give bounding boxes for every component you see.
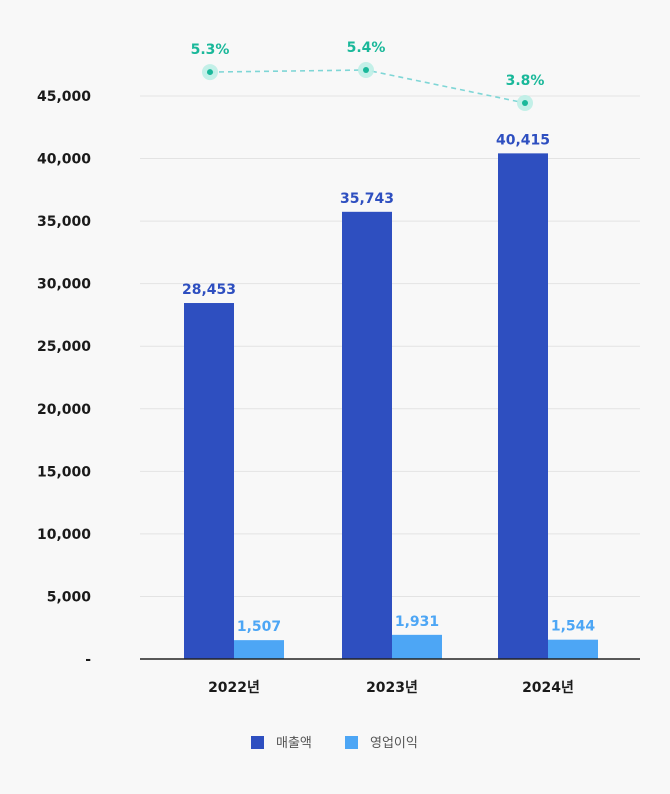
y-tick-label: - [85, 652, 91, 668]
margin-value-label: 5.4% [347, 40, 386, 56]
margin-point [522, 100, 528, 106]
margin-value-label: 5.3% [191, 42, 230, 58]
y-tick-label: 35,000 [37, 214, 91, 230]
y-tick-label: 5,000 [47, 589, 92, 605]
legend-label: 매출액 [276, 736, 312, 751]
y-tick-label: 10,000 [37, 527, 91, 543]
x-tick-label: 2024년 [522, 680, 574, 696]
y-tick-label: 25,000 [37, 339, 91, 355]
y-tick-label: 45,000 [37, 89, 91, 105]
y-tick-label: 40,000 [37, 152, 91, 168]
bar-value-label: 40,415 [496, 132, 550, 148]
legend-swatch [251, 736, 264, 749]
bar-revenue [184, 303, 234, 659]
margin-point [363, 67, 369, 73]
margin-value-label: 3.8% [506, 73, 545, 89]
y-tick-label: 15,000 [37, 464, 91, 480]
bar-value-label: 35,743 [340, 191, 394, 207]
margin-point [207, 69, 213, 76]
bar-operating-profit [234, 640, 284, 659]
y-tick-label: 30,000 [37, 277, 91, 293]
bar-revenue [498, 153, 548, 659]
bar-operating-profit [548, 639, 598, 659]
x-tick-label: 2023년 [366, 680, 418, 696]
bar-value-label: 1,931 [395, 614, 439, 630]
legend-label: 영업이익 [370, 736, 418, 751]
bar-value-label: 1,507 [237, 619, 281, 635]
legend-swatch [345, 736, 358, 749]
y-tick-label: 20,000 [37, 402, 91, 418]
bar-value-label: 1,544 [551, 619, 596, 635]
bar-operating-profit [392, 634, 442, 659]
bar-revenue [342, 211, 392, 659]
x-tick-label: 2022년 [208, 680, 260, 696]
bar-value-label: 28,453 [182, 282, 236, 298]
